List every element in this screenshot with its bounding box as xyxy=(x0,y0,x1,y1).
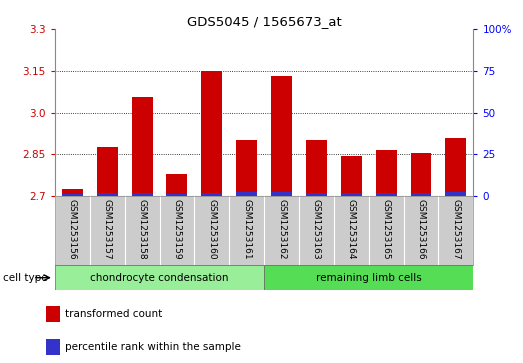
Text: GSM1253163: GSM1253163 xyxy=(312,200,321,260)
Text: GSM1253157: GSM1253157 xyxy=(103,200,112,260)
Bar xyxy=(341,193,362,196)
Bar xyxy=(236,140,257,196)
Bar xyxy=(236,192,257,196)
Bar xyxy=(411,153,431,196)
Text: transformed count: transformed count xyxy=(65,309,162,319)
Bar xyxy=(97,193,118,196)
Text: GSM1253166: GSM1253166 xyxy=(416,200,426,260)
Text: GSM1253164: GSM1253164 xyxy=(347,200,356,260)
Bar xyxy=(201,193,222,196)
Title: GDS5045 / 1565673_at: GDS5045 / 1565673_at xyxy=(187,15,342,28)
Bar xyxy=(376,193,396,196)
Bar xyxy=(264,265,473,290)
Bar xyxy=(62,194,83,196)
Text: GSM1253165: GSM1253165 xyxy=(382,200,391,260)
Bar xyxy=(132,193,153,196)
Bar xyxy=(46,339,60,355)
Bar xyxy=(271,76,292,196)
Bar xyxy=(446,192,467,196)
Bar xyxy=(62,189,83,196)
Bar xyxy=(46,306,60,322)
Text: remaining limb cells: remaining limb cells xyxy=(316,273,422,283)
Bar xyxy=(97,147,118,196)
Text: GSM1253158: GSM1253158 xyxy=(138,200,146,260)
Text: GSM1253167: GSM1253167 xyxy=(451,200,460,260)
Bar xyxy=(166,193,187,196)
Text: GSM1253159: GSM1253159 xyxy=(173,200,181,260)
Bar xyxy=(271,192,292,196)
Text: chondrocyte condensation: chondrocyte condensation xyxy=(90,273,229,283)
Text: GSM1253160: GSM1253160 xyxy=(207,200,217,260)
Text: GSM1253156: GSM1253156 xyxy=(68,200,77,260)
Bar xyxy=(166,174,187,196)
Text: cell type: cell type xyxy=(3,273,47,283)
Bar xyxy=(306,193,327,196)
Bar xyxy=(306,140,327,196)
Bar xyxy=(376,150,396,196)
Bar xyxy=(201,71,222,196)
Text: percentile rank within the sample: percentile rank within the sample xyxy=(65,342,241,352)
Bar xyxy=(341,156,362,196)
Bar xyxy=(446,138,467,196)
Bar xyxy=(55,265,264,290)
Text: GSM1253162: GSM1253162 xyxy=(277,200,286,260)
Text: GSM1253161: GSM1253161 xyxy=(242,200,251,260)
Bar xyxy=(411,193,431,196)
Bar xyxy=(132,97,153,196)
